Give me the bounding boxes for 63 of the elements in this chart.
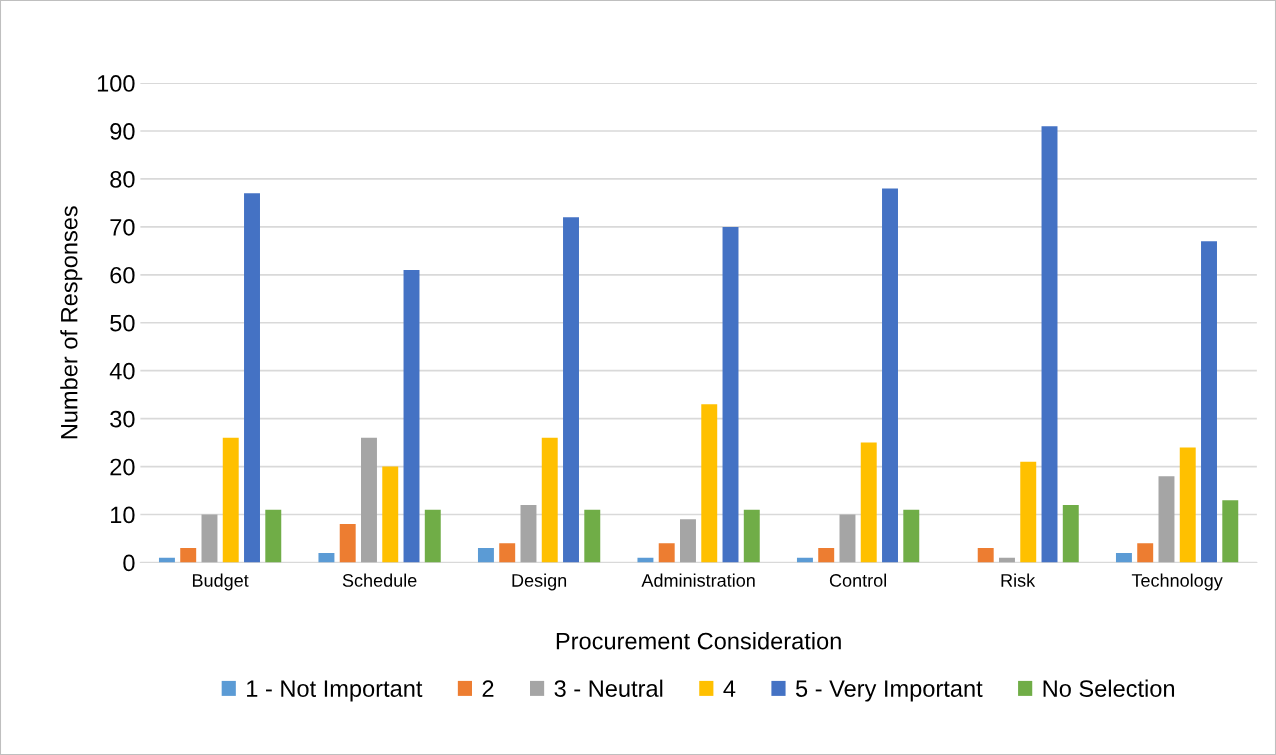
bar <box>520 504 537 563</box>
y-tick-label: 50 <box>110 314 135 332</box>
bar <box>477 548 494 563</box>
bar <box>903 509 920 563</box>
bar <box>1201 241 1217 563</box>
bar <box>818 548 835 563</box>
x-tick-label: Technology <box>1131 573 1223 591</box>
bar <box>1020 461 1037 563</box>
x-tick-label: Administration <box>641 573 755 587</box>
legend-label: 1 - Not Important <box>247 680 423 702</box>
y-tick-label: 60 <box>110 266 135 284</box>
bar <box>1158 476 1175 563</box>
bar <box>361 437 377 563</box>
y-tick-label: 30 <box>110 410 135 428</box>
y-tick-label: 20 <box>110 458 135 476</box>
bar <box>318 552 335 563</box>
y-axis-title: Number of Responses <box>60 206 83 439</box>
bar <box>403 270 420 563</box>
bar <box>201 514 218 563</box>
legend-label: 3 - Neutral <box>554 679 663 697</box>
bar <box>701 404 718 563</box>
legend-label: No Selection <box>1043 679 1175 697</box>
bar <box>584 509 601 563</box>
bar <box>1137 543 1154 563</box>
legend-label: 5 - Very Important <box>795 680 983 702</box>
bar <box>1062 504 1079 563</box>
bar <box>839 514 856 563</box>
bar <box>339 524 356 563</box>
bar <box>563 217 579 563</box>
bar <box>499 543 516 563</box>
bar <box>424 509 441 563</box>
x-tick-label: Control <box>829 573 887 587</box>
y-tick-label: 100 <box>97 75 135 92</box>
y-tick-label: 40 <box>109 362 135 380</box>
bar <box>382 466 399 563</box>
bar <box>1222 500 1239 563</box>
x-axis-title: Procurement Consideration <box>556 632 841 650</box>
bar <box>680 519 696 563</box>
bar <box>1179 447 1196 563</box>
bar <box>541 437 558 563</box>
bar <box>1115 552 1132 563</box>
x-tick-label: Risk <box>1001 573 1036 587</box>
bar <box>860 442 877 563</box>
y-tick-label: 0 <box>123 554 135 572</box>
legend-label: 2 <box>482 680 494 697</box>
y-tick-label: 10 <box>111 506 135 524</box>
bar <box>1041 126 1058 563</box>
y-tick-label: 70 <box>110 218 135 236</box>
x-tick-label: Schedule <box>342 573 417 587</box>
bar <box>180 548 197 563</box>
legend-label: 4 <box>723 680 736 697</box>
y-tick-label: 80 <box>110 171 135 188</box>
bar <box>222 437 239 563</box>
bar <box>658 543 675 563</box>
y-tick-label: 90 <box>110 123 135 140</box>
x-tick-label: Budget <box>192 573 249 591</box>
x-tick-label: Design <box>512 573 567 591</box>
bar <box>265 509 282 563</box>
bar <box>977 548 994 563</box>
bar <box>244 193 260 563</box>
bar <box>882 188 898 563</box>
bar <box>743 509 760 563</box>
bar <box>722 226 739 563</box>
